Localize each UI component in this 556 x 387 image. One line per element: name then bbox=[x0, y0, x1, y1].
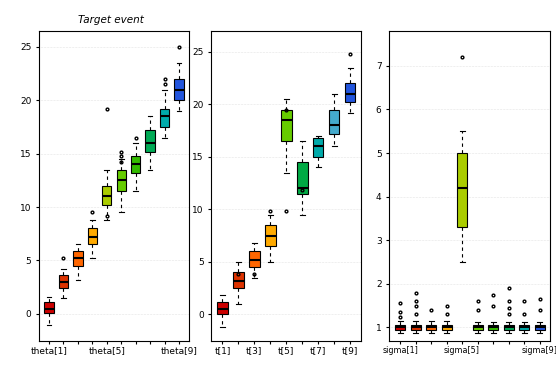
PathPatch shape bbox=[131, 156, 140, 173]
PathPatch shape bbox=[329, 110, 340, 134]
PathPatch shape bbox=[488, 325, 498, 330]
PathPatch shape bbox=[426, 325, 436, 330]
PathPatch shape bbox=[313, 138, 324, 157]
PathPatch shape bbox=[249, 251, 260, 267]
PathPatch shape bbox=[473, 325, 483, 330]
PathPatch shape bbox=[174, 79, 183, 100]
PathPatch shape bbox=[395, 325, 405, 330]
PathPatch shape bbox=[534, 325, 545, 330]
PathPatch shape bbox=[145, 130, 155, 152]
Text: Target event: Target event bbox=[78, 15, 144, 26]
PathPatch shape bbox=[265, 225, 276, 246]
PathPatch shape bbox=[73, 251, 83, 266]
PathPatch shape bbox=[217, 302, 227, 314]
PathPatch shape bbox=[44, 302, 54, 313]
PathPatch shape bbox=[88, 228, 97, 245]
PathPatch shape bbox=[59, 276, 68, 288]
PathPatch shape bbox=[160, 109, 169, 127]
PathPatch shape bbox=[297, 162, 307, 194]
PathPatch shape bbox=[457, 153, 467, 227]
PathPatch shape bbox=[504, 325, 514, 330]
PathPatch shape bbox=[345, 84, 355, 102]
PathPatch shape bbox=[441, 325, 451, 330]
PathPatch shape bbox=[519, 325, 529, 330]
PathPatch shape bbox=[233, 272, 244, 288]
PathPatch shape bbox=[410, 325, 420, 330]
PathPatch shape bbox=[117, 170, 126, 191]
PathPatch shape bbox=[281, 110, 291, 141]
PathPatch shape bbox=[102, 186, 111, 205]
